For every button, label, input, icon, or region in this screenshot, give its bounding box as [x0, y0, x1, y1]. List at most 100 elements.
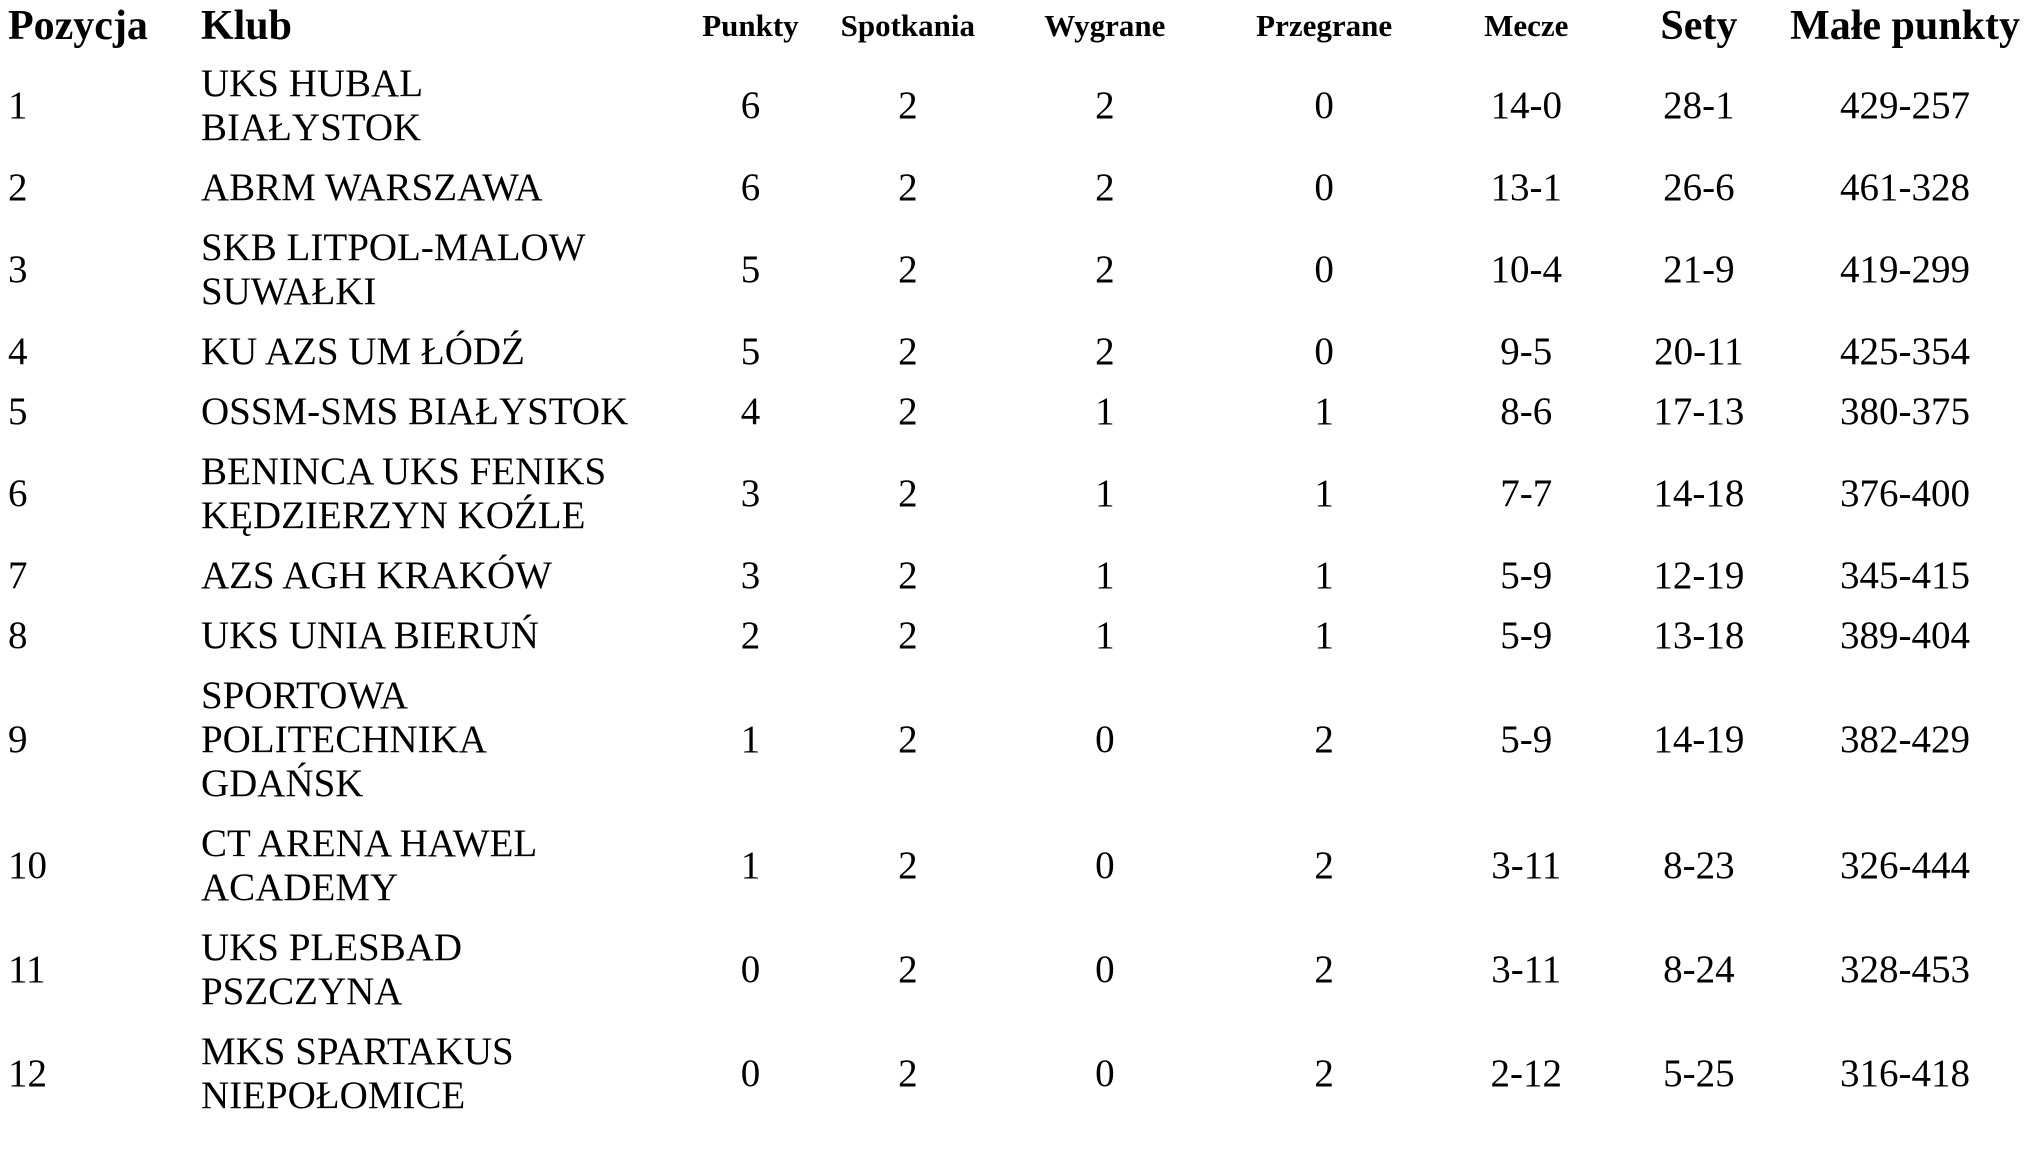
cell-male_punkty: 419-299 — [1840, 248, 1971, 292]
cell-male_punkty: 345-415 — [1840, 554, 1971, 598]
column-header-wygrane: Wygrane — [1044, 8, 1166, 44]
cell-klub: BENINCA UKS FENIKS KĘDZIERZYN KOŹLE — [200, 450, 607, 538]
cell-klub: MKS SPARTAKUS NIEPOŁOMICE — [200, 1030, 514, 1118]
cell-punkty: 3 — [740, 554, 761, 598]
cell-sety: 5-25 — [1663, 1052, 1735, 1096]
cell-spotkania: 2 — [898, 844, 918, 888]
cell-sety: 8-24 — [1663, 948, 1735, 992]
cell-male_punkty: 425-354 — [1840, 330, 1971, 374]
cell-punkty: 5 — [740, 330, 761, 374]
table-row: 1 UKS HUBAL BIAŁYSTOK 6 2 2 0 14-0 28-1 429-257 — [0, 54, 2031, 158]
cell-klub: UKS PLESBAD PSZCZYNA — [200, 926, 463, 1014]
cell-male_punkty: 429-257 — [1840, 84, 1971, 128]
cell-punkty: 4 — [740, 390, 761, 434]
cell-sety: 13-18 — [1653, 614, 1745, 658]
cell-sety: 26-6 — [1663, 166, 1735, 210]
cell-mecze: 3-11 — [1491, 948, 1562, 992]
cell-spotkania: 2 — [898, 84, 918, 128]
cell-mecze: 7-7 — [1500, 472, 1553, 516]
cell-przegrane: 1 — [1314, 472, 1334, 516]
cell-klub: UKS HUBAL BIAŁYSTOK — [200, 62, 424, 150]
cell-wygrane: 0 — [1095, 718, 1115, 762]
cell-pozycja: 6 — [8, 472, 28, 516]
cell-pozycja: 3 — [8, 248, 28, 292]
cell-mecze: 14-0 — [1490, 84, 1563, 128]
cell-przegrane: 1 — [1314, 390, 1334, 434]
cell-przegrane: 2 — [1314, 844, 1334, 888]
cell-spotkania: 2 — [898, 554, 918, 598]
cell-wygrane: 0 — [1095, 1052, 1115, 1096]
cell-wygrane: 2 — [1095, 248, 1115, 292]
cell-spotkania: 2 — [898, 390, 918, 434]
standings-table: Pozycja Klub Punkty Spotkania Wygrane Przegra… — [0, 0, 2031, 1126]
cell-male_punkty: 376-400 — [1840, 472, 1971, 516]
cell-male_punkty: 316-418 — [1840, 1052, 1971, 1096]
cell-pozycja: 2 — [8, 166, 28, 210]
cell-przegrane: 0 — [1314, 84, 1334, 128]
table-row: 9 SPORTOWA POLITECHNIKA GDAŃSK 1 2 0 2 5-9 14-1… — [0, 666, 2031, 814]
cell-spotkania: 2 — [898, 248, 918, 292]
cell-punkty: 1 — [740, 718, 761, 762]
table-row: 3 SKB LITPOL-MALOW SUWAŁKI 5 2 2 0 10-4 21-9 419… — [0, 218, 2031, 322]
table-header: Pozycja Klub Punkty Spotkania Wygrane Przegra… — [0, 0, 2031, 54]
cell-spotkania: 2 — [898, 330, 918, 374]
cell-sety: 14-18 — [1653, 472, 1745, 516]
cell-pozycja: 12 — [8, 1052, 47, 1096]
cell-male_punkty: 326-444 — [1840, 844, 1971, 888]
cell-wygrane: 1 — [1095, 390, 1115, 434]
cell-klub: ABRM WARSZAWA — [200, 166, 543, 210]
table-row: 2 ABRM WARSZAWA 6 2 2 0 13-1 26-6 461-328 — [0, 158, 2031, 218]
cell-mecze: 8-6 — [1500, 390, 1553, 434]
cell-wygrane: 2 — [1095, 84, 1115, 128]
column-header-male_punkty: Małe punkty — [1790, 3, 2020, 49]
cell-wygrane: 1 — [1095, 472, 1115, 516]
column-header-punkty: Punkty — [702, 8, 799, 44]
cell-punkty: 2 — [740, 614, 761, 658]
cell-punkty: 1 — [740, 844, 761, 888]
cell-punkty: 6 — [740, 166, 761, 210]
cell-wygrane: 0 — [1095, 948, 1115, 992]
cell-pozycja: 10 — [8, 844, 47, 888]
cell-klub: OSSM-SMS BIAŁYSTOK — [200, 390, 629, 434]
cell-mecze: 5-9 — [1500, 554, 1553, 598]
table-row: 8 UKS UNIA BIERUŃ 2 2 1 1 5-9 13-18 389-404 — [0, 606, 2031, 666]
cell-male_punkty: 328-453 — [1840, 948, 1971, 992]
cell-wygrane: 0 — [1095, 844, 1115, 888]
cell-spotkania: 2 — [898, 948, 918, 992]
cell-sety: 17-13 — [1653, 390, 1745, 434]
cell-spotkania: 2 — [898, 166, 918, 210]
cell-klub: UKS UNIA BIERUŃ — [200, 614, 539, 658]
table-row: 12 MKS SPARTAKUS NIEPOŁOMICE 0 2 0 2 2-12 5-25 3… — [0, 1022, 2031, 1126]
cell-klub: CT ARENA HAWEL ACADEMY — [200, 822, 538, 910]
cell-punkty: 6 — [740, 84, 761, 128]
cell-sety: 14-19 — [1653, 718, 1745, 762]
cell-przegrane: 2 — [1314, 948, 1334, 992]
cell-spotkania: 2 — [898, 472, 918, 516]
column-header-sety: Sety — [1660, 3, 1738, 49]
cell-przegrane: 2 — [1314, 1052, 1334, 1096]
cell-sety: 12-19 — [1653, 554, 1745, 598]
cell-pozycja: 8 — [8, 614, 28, 658]
cell-przegrane: 0 — [1314, 248, 1334, 292]
cell-male_punkty: 380-375 — [1840, 390, 1971, 434]
cell-klub: AZS AGH KRAKÓW — [200, 554, 552, 598]
cell-wygrane: 2 — [1095, 330, 1115, 374]
cell-przegrane: 0 — [1314, 330, 1334, 374]
cell-pozycja: 5 — [8, 390, 28, 434]
cell-sety: 20-11 — [1654, 330, 1744, 374]
cell-mecze: 9-5 — [1500, 330, 1553, 374]
cell-mecze: 5-9 — [1500, 614, 1553, 658]
column-header-przegrane: Przegrane — [1256, 8, 1393, 44]
table-body: 1 UKS HUBAL BIAŁYSTOK 6 2 2 0 14-0 28-1 429-257 2… — [0, 54, 2031, 1126]
table-row: 11 UKS PLESBAD PSZCZYNA 0 2 0 2 3-11 8-24 328-45… — [0, 918, 2031, 1022]
cell-pozycja: 4 — [8, 330, 28, 374]
cell-punkty: 0 — [740, 1052, 761, 1096]
cell-punkty: 0 — [740, 948, 761, 992]
cell-spotkania: 2 — [898, 1052, 918, 1096]
cell-pozycja: 1 — [8, 84, 28, 128]
cell-male_punkty: 382-429 — [1840, 718, 1971, 762]
cell-punkty: 5 — [740, 248, 761, 292]
cell-mecze: 3-11 — [1491, 844, 1562, 888]
table-row: 7 AZS AGH KRAKÓW 3 2 1 1 5-9 12-19 345-415 — [0, 546, 2031, 606]
